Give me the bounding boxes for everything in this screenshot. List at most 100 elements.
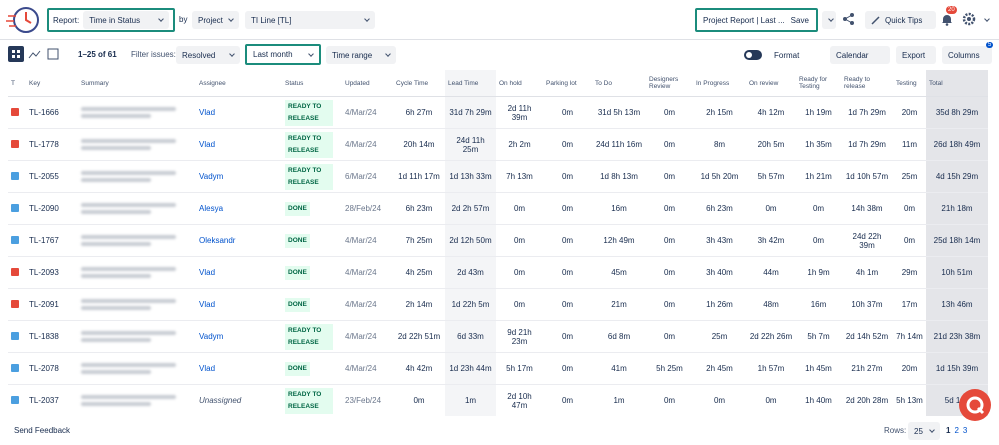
period-select[interactable]: Last month	[245, 44, 321, 65]
assignee[interactable]: Alesya	[199, 204, 224, 213]
time-value: 1h 35m	[805, 140, 832, 149]
summary-blurred	[81, 370, 151, 374]
issue-key[interactable]: TL-2090	[29, 204, 59, 213]
assignee[interactable]: Oleksandr	[199, 236, 236, 245]
time-value: 1d 7h 29m	[848, 140, 886, 149]
time-cell: 31d 7h 29m	[445, 96, 496, 129]
time-cell: 24d 11h 25m	[445, 128, 496, 161]
time-cell: 10h 51m	[926, 256, 988, 289]
time-cell: 4h 42m	[393, 352, 445, 385]
issue-key[interactable]: TL-2091	[29, 300, 59, 309]
updated-date: 4/Mar/24	[345, 332, 377, 341]
time-cell: 0m	[543, 224, 592, 257]
quick-tips[interactable]: Quick Tips	[865, 11, 936, 29]
time-value: 0m	[513, 236, 526, 245]
column-header[interactable]: Parking lot	[543, 70, 592, 97]
issue-key[interactable]: TL-2055	[29, 172, 59, 181]
summary-cell	[78, 256, 196, 289]
issue-type-icon	[11, 299, 19, 308]
time-value: 4h 1m	[855, 268, 879, 277]
time-cell: 44m	[746, 256, 796, 289]
format-button[interactable]: Format	[768, 46, 823, 64]
assignee[interactable]: Vlad	[199, 268, 216, 277]
column-header[interactable]: Key	[26, 70, 78, 97]
time-value: 21m	[611, 300, 627, 309]
settings-menu[interactable]	[978, 11, 992, 29]
table-row: TL-2091 Vlad DONE 4/Mar/24 2h 14m 1d 22h 5m 0m…	[8, 288, 988, 321]
column-header[interactable]: Summary	[78, 70, 196, 97]
bell-icon[interactable]	[941, 13, 953, 26]
assignee[interactable]: Vadym	[199, 332, 224, 341]
time-value: 0m	[561, 140, 574, 149]
column-header[interactable]: Designers Review	[646, 70, 693, 97]
filter-select[interactable]: Resolved	[176, 46, 240, 64]
key-cell: TL-2091	[26, 288, 78, 321]
column-header[interactable]: In Progress	[693, 70, 746, 97]
time-value: 4h 42m	[405, 364, 433, 373]
issue-key[interactable]: TL-2078	[29, 364, 59, 373]
export-button[interactable]: Export	[896, 46, 936, 64]
columns-button[interactable]: Columns	[942, 46, 992, 64]
column-header[interactable]: On review	[746, 70, 796, 97]
time-value: 26d 18h 49m	[933, 140, 981, 149]
time-cell: 20m	[893, 352, 926, 385]
assignee[interactable]: Vadym	[199, 172, 224, 181]
column-header[interactable]: Total	[926, 70, 988, 97]
help-button[interactable]	[958, 388, 992, 422]
time-value: 31d 5h 13m	[597, 108, 641, 117]
assignee[interactable]: Vlad	[199, 300, 216, 309]
time-cell: 0m	[796, 192, 841, 225]
issue-key[interactable]: TL-1767	[29, 236, 59, 245]
assignee[interactable]: Unassigned	[199, 396, 242, 405]
time-value: 0m	[663, 204, 676, 213]
issue-key[interactable]: TL-2093	[29, 268, 59, 277]
time-value: 2d 22h 26m	[749, 332, 793, 341]
column-header[interactable]: Testing	[893, 70, 926, 97]
time-value: 6h 27m	[405, 108, 433, 117]
time-value: 1m	[613, 396, 625, 405]
column-header[interactable]: Lead Time	[445, 70, 496, 97]
group-select[interactable]: Project	[192, 11, 239, 29]
column-header[interactable]: Assignee	[196, 70, 282, 97]
send-feedback[interactable]: Send Feedback	[14, 426, 71, 435]
settings-icon[interactable]	[962, 12, 976, 26]
time-cell: 1d 8h 13m	[592, 160, 646, 193]
summary-blurred	[81, 146, 151, 150]
page-link[interactable]: 2	[954, 426, 959, 435]
issue-key[interactable]: TL-1666	[29, 108, 59, 117]
updated-date: 4/Mar/24	[345, 364, 377, 373]
report-select[interactable]: Time in Status	[83, 11, 169, 29]
time-cell: 6h 23m	[393, 192, 445, 225]
page-link[interactable]: 3	[962, 426, 968, 435]
assignee[interactable]: Vlad	[199, 140, 216, 149]
save-button[interactable]: Save	[790, 15, 809, 25]
view-switcher[interactable]	[8, 46, 64, 62]
time-range-select[interactable]: Time range	[326, 46, 396, 64]
column-header[interactable]: Status	[282, 70, 342, 97]
time-value: 2h 15m	[706, 108, 733, 117]
share-icon[interactable]	[842, 12, 856, 26]
issue-key[interactable]: TL-2037	[29, 396, 59, 405]
column-header[interactable]: To Do	[592, 70, 646, 97]
report-menu[interactable]	[822, 11, 836, 29]
issue-key[interactable]: TL-1838	[29, 332, 59, 341]
page-link[interactable]: 1	[946, 426, 951, 435]
assignee[interactable]: Vlad	[199, 108, 216, 117]
saved-report-name[interactable]: Project Report | Last ...	[703, 15, 785, 25]
rows-select[interactable]: 25	[908, 422, 940, 440]
updated-cell: 4/Mar/24	[342, 96, 393, 129]
summary-cell	[78, 96, 196, 129]
column-header[interactable]: On hold	[496, 70, 543, 97]
column-header[interactable]: Cycle Time	[393, 70, 445, 97]
issue-key[interactable]: TL-1778	[29, 140, 59, 149]
column-header[interactable]: Ready for Testing	[796, 70, 841, 97]
column-header[interactable]: Ready to release	[841, 70, 893, 97]
calendar-button[interactable]: Calendar	[830, 46, 890, 64]
time-value: 14h 38m	[851, 204, 883, 213]
assignee[interactable]: Vlad	[199, 364, 216, 373]
column-header[interactable]: T	[8, 70, 26, 97]
toggle[interactable]	[744, 50, 762, 60]
project-select[interactable]: TI Line [TL]	[245, 11, 375, 29]
column-header[interactable]: Updated	[342, 70, 393, 97]
